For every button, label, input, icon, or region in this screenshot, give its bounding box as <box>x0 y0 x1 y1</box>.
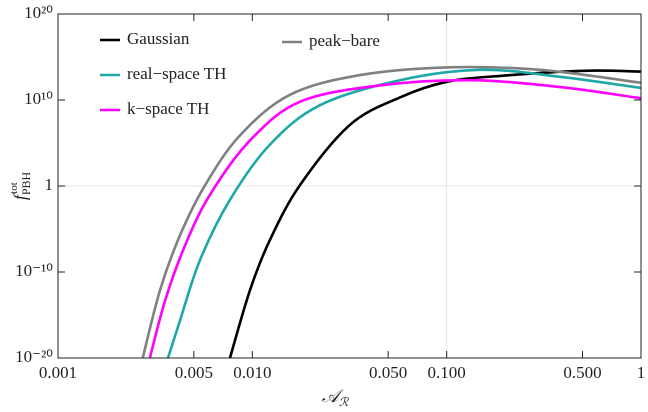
lines <box>141 65 641 358</box>
y-tick-label: 10¹⁰ <box>24 89 53 108</box>
legend-label: real−space TH <box>127 64 226 83</box>
x-label-base: 𝒜 <box>322 386 344 406</box>
legend-label: peak−bare <box>309 31 380 50</box>
y-label-sub: PBH <box>19 171 33 195</box>
x-tick-label: 0.100 <box>428 363 466 382</box>
y-tick-label: 10⁻¹⁰ <box>15 261 53 280</box>
series-line <box>166 68 641 358</box>
series-line <box>228 69 641 358</box>
y-tick-label: 10⁻²⁰ <box>15 347 53 366</box>
x-tick-label: 1 <box>637 363 646 382</box>
y-label-sup: tot <box>8 182 20 194</box>
legend-label: k−space TH <box>127 99 209 118</box>
y-tick-label: 1 <box>45 175 54 194</box>
legend-label: Gaussian <box>127 29 190 48</box>
series-line <box>148 78 641 358</box>
y-tick-label: 10²⁰ <box>24 3 53 22</box>
y-axis-label: fPBHtot <box>8 171 33 200</box>
x-axis-label: 𝒜ℛ <box>322 386 350 409</box>
series-line <box>141 65 641 358</box>
x-tick-label: 0.001 <box>39 363 77 382</box>
x-tick-label: 0.005 <box>175 363 213 382</box>
x-label-sub: ℛ <box>339 395 350 409</box>
y-label-base: f <box>10 192 30 200</box>
x-tick-label: 0.010 <box>233 363 271 382</box>
x-tick-label: 0.500 <box>563 363 601 382</box>
x-tick-label: 0.050 <box>369 363 407 382</box>
axes: 0.001 0.005 0.010 0.050 0.100 0.500 1 10⁻²⁰ 10⁻¹… <box>15 3 645 382</box>
